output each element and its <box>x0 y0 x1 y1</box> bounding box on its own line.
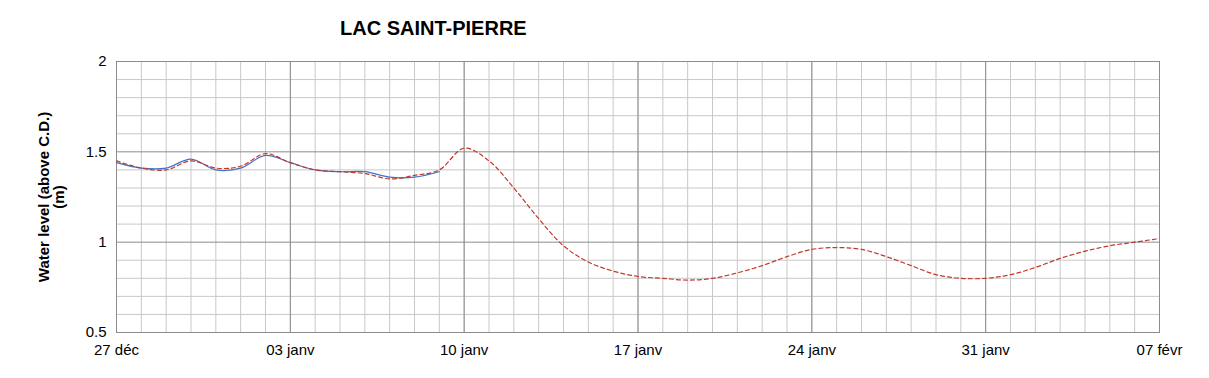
svg-text:1.5: 1.5 <box>86 143 107 160</box>
svg-text:2: 2 <box>98 52 106 69</box>
svg-text:31 janv: 31 janv <box>961 341 1010 358</box>
svg-text:10 janv: 10 janv <box>440 341 489 358</box>
svg-text:0.5: 0.5 <box>86 323 107 340</box>
svg-text:17 janv: 17 janv <box>614 341 663 358</box>
svg-text:Water level (above C.D.)(m): Water level (above C.D.)(m) <box>35 112 67 282</box>
svg-text:1: 1 <box>98 233 106 250</box>
svg-text:03 janv: 03 janv <box>266 341 315 358</box>
svg-text:24 janv: 24 janv <box>788 341 837 358</box>
svg-text:27 déc: 27 déc <box>94 341 140 358</box>
html-text:LAC SAINT-PIERRE: LAC SAINT-PIERRE <box>340 17 527 39</box>
svg-text:07 févr: 07 févr <box>1137 341 1183 358</box>
